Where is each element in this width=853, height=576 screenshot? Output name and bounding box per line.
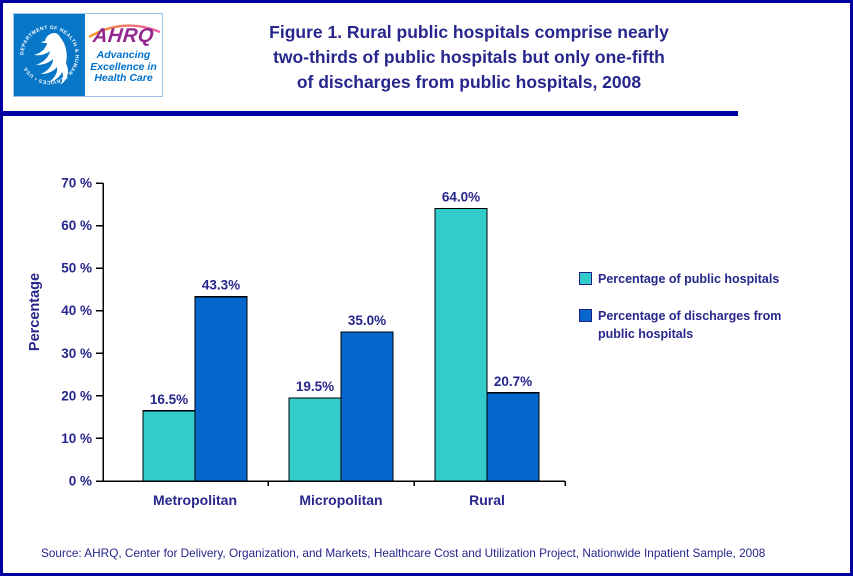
figure-title-line: Figure 1. Rural public hospitals compris… <box>269 22 669 42</box>
header-divider <box>3 111 738 116</box>
ahrq-tagline: Advancing Excellence in Health Care <box>85 49 162 85</box>
bar-value-label: 16.5% <box>150 392 188 407</box>
y-tick-label: 30 % <box>61 346 92 361</box>
y-tick-label: 10 % <box>61 431 92 446</box>
y-tick-label: 0 % <box>69 474 92 489</box>
ahrq-logo-block: AHRQ Advancing Excellence in Health Care <box>85 14 162 96</box>
ahrq-tagline-line: Excellence in <box>90 60 157 73</box>
legend-swatch-teal-icon <box>579 272 592 285</box>
bar-metropolitan-series-0 <box>142 410 196 482</box>
legend-item-discharges: Percentage of discharges from public hos… <box>579 307 829 343</box>
ahrq-hhs-logo: DEPARTMENT OF HEALTH & HUMAN SERVICES • … <box>13 13 163 97</box>
chart-legend: Percentage of public hospitals Percentag… <box>579 270 829 343</box>
ahrq-tagline-line: Advancing <box>96 49 151 61</box>
hhs-seal-icon: DEPARTMENT OF HEALTH & HUMAN SERVICES • … <box>14 14 85 96</box>
bar-rural-series-1 <box>486 392 540 482</box>
bar-value-label: 43.3% <box>202 278 240 293</box>
bar-metropolitan-series-1 <box>194 296 248 482</box>
bar-rural-series-0 <box>434 207 488 482</box>
bar-value-label: 19.5% <box>296 379 334 394</box>
hhs-eagle-icon <box>34 33 68 85</box>
y-tick-label: 50 % <box>61 261 92 276</box>
figure-title: Figure 1. Rural public hospitals compris… <box>184 20 754 95</box>
category-label: Micropolitan <box>299 492 382 508</box>
bar-value-label: 64.0% <box>442 190 480 205</box>
bar-value-label: 20.7% <box>494 374 532 389</box>
bar-value-label: 35.0% <box>348 313 386 328</box>
bar-chart: 0 % 10 % 20 % 30 % 40 % 50 % 60 % 70 % 16.5% 43.3… <box>27 176 566 508</box>
legend-item-public-hospitals: Percentage of public hospitals <box>579 270 829 288</box>
category-label: Rural <box>469 492 505 508</box>
figure-title-line: two-thirds of public hospitals but only … <box>273 47 665 67</box>
y-tick-label: 60 % <box>61 218 92 233</box>
legend-label: Percentage of public hospitals <box>598 272 780 286</box>
source-citation: Source: AHRQ, Center for Delivery, Organ… <box>41 546 766 560</box>
category-label: Metropolitan <box>153 492 237 508</box>
figure-title-line: of discharges from public hospitals, 200… <box>296 72 642 92</box>
y-axis-title: Percentage <box>27 273 43 351</box>
legend-swatch-blue-icon <box>579 309 592 322</box>
y-tick-label: 40 % <box>61 303 92 318</box>
ahrq-tagline-line: Health Care <box>94 72 153 84</box>
ahrq-arc-icon <box>88 24 161 39</box>
bar-micropolitan-series-1 <box>340 331 394 482</box>
bar-micropolitan-series-0 <box>288 397 342 482</box>
y-tick-label: 20 % <box>61 388 92 403</box>
y-tick-label: 70 % <box>61 176 92 191</box>
legend-label: Percentage of discharges from public hos… <box>598 309 782 341</box>
